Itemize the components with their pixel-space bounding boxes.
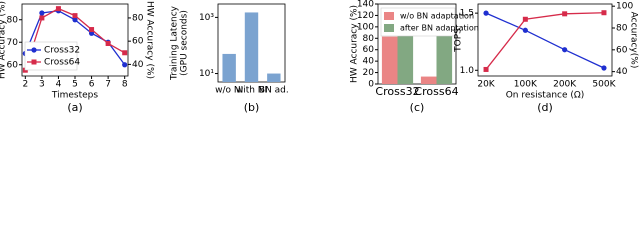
bar: [420, 76, 437, 84]
legend-label: after BN adaptation: [400, 24, 479, 33]
marker: [562, 11, 568, 17]
marker: [562, 47, 568, 53]
marker: [39, 15, 45, 21]
plot-frame: [477, 3, 613, 77]
bar: [244, 12, 259, 83]
x-tick-label: 8: [122, 80, 128, 90]
y-tick-label: 1.5: [460, 9, 474, 19]
bar: [267, 73, 281, 82]
marker: [55, 6, 61, 12]
marker: [122, 50, 128, 56]
marker: [105, 40, 111, 46]
marker: [601, 10, 607, 16]
x-axis-title: Timesteps: [51, 91, 98, 101]
y-axis-title: (GPU seconds): [180, 10, 190, 76]
x-tick-label: 500K: [592, 80, 616, 90]
x-tick-label: 3: [39, 80, 45, 90]
bar: [381, 36, 398, 84]
x-tick-label: 20K: [477, 80, 495, 90]
marker: [72, 17, 78, 23]
caption: (d): [537, 101, 553, 114]
legend-swatch: [384, 24, 394, 32]
legend-marker: [31, 47, 37, 53]
legend-label: w/o BN adaptation: [400, 12, 474, 21]
x-axis-title: On resistance (Ω): [506, 91, 585, 101]
y-axis-title: TOPS: [454, 28, 464, 53]
x-tick-label: Cross32: [375, 85, 419, 98]
marker: [483, 66, 489, 72]
marker: [522, 16, 528, 22]
plot-frame: [377, 3, 457, 85]
y-tick-label: 10¹: [199, 69, 214, 79]
y2-tick-label: 100: [616, 2, 633, 12]
marker: [89, 27, 95, 33]
y-tick-label: 120: [357, 11, 374, 21]
y-axis-title: HW Accuracy (%): [0, 1, 8, 79]
y2-axis-title: Accuracy(%): [629, 12, 639, 69]
y-tick-label: 60: [363, 45, 375, 55]
x-tick-label: 5: [72, 80, 78, 90]
y-tick-label: 100: [357, 22, 374, 32]
y-tick-label: 20: [363, 68, 375, 78]
marker: [39, 10, 45, 16]
bar: [397, 31, 414, 84]
x-tick-label: w/o NI: [215, 86, 243, 96]
bar: [436, 31, 453, 84]
y-axis-title: Training Latency: [170, 5, 180, 81]
caption: (a): [67, 101, 82, 114]
marker: [601, 65, 607, 71]
legend-marker: [31, 59, 37, 65]
y-tick-label: 40: [363, 57, 375, 67]
series-line: [485, 12, 605, 69]
x-tick-label: 7: [105, 80, 111, 90]
legend-label: Cross32: [44, 46, 80, 56]
y-tick-label: 0: [368, 80, 374, 90]
y2-axis-title: HW Accuracy (%): [145, 1, 155, 79]
caption: (b): [244, 101, 260, 114]
y2-tick-label: 60: [616, 45, 628, 55]
legend-swatch: [384, 12, 394, 20]
marker: [522, 27, 528, 33]
y-tick-label: 70: [7, 38, 19, 48]
y-tick-label: 10³: [199, 13, 214, 23]
x-tick-label: Cross64: [414, 85, 458, 98]
y-tick-label: 80: [363, 34, 375, 44]
y2-tick-label: 80: [132, 13, 144, 23]
series-line: [485, 12, 604, 70]
y-tick-label: 80: [7, 15, 19, 25]
legend-box: [24, 41, 78, 71]
x-tick-label: 4: [56, 80, 62, 90]
x-tick-label: BN ad.: [259, 86, 289, 96]
y-axis-title: HW Accuracy (%): [350, 5, 360, 83]
caption: (c): [410, 101, 425, 114]
marker: [72, 13, 78, 19]
y2-tick-label: 80: [616, 24, 628, 34]
x-tick-label: 100K: [514, 80, 538, 90]
y-tick-label: 140: [357, 0, 374, 10]
x-tick-label: with NI: [236, 86, 267, 96]
bar: [222, 53, 236, 82]
marker: [483, 10, 489, 16]
y-tick-label: 60: [7, 60, 19, 70]
y2-tick-label: 60: [132, 37, 144, 47]
y-tick-label: 1.0: [460, 66, 475, 76]
x-tick-label: 2: [22, 80, 28, 90]
legend-label: Cross64: [44, 58, 80, 68]
marker: [122, 62, 128, 68]
y2-tick-label: 40: [616, 67, 628, 77]
y2-tick-label: 40: [132, 60, 144, 70]
x-tick-label: 200K: [553, 80, 577, 90]
x-tick-label: 6: [89, 80, 95, 90]
